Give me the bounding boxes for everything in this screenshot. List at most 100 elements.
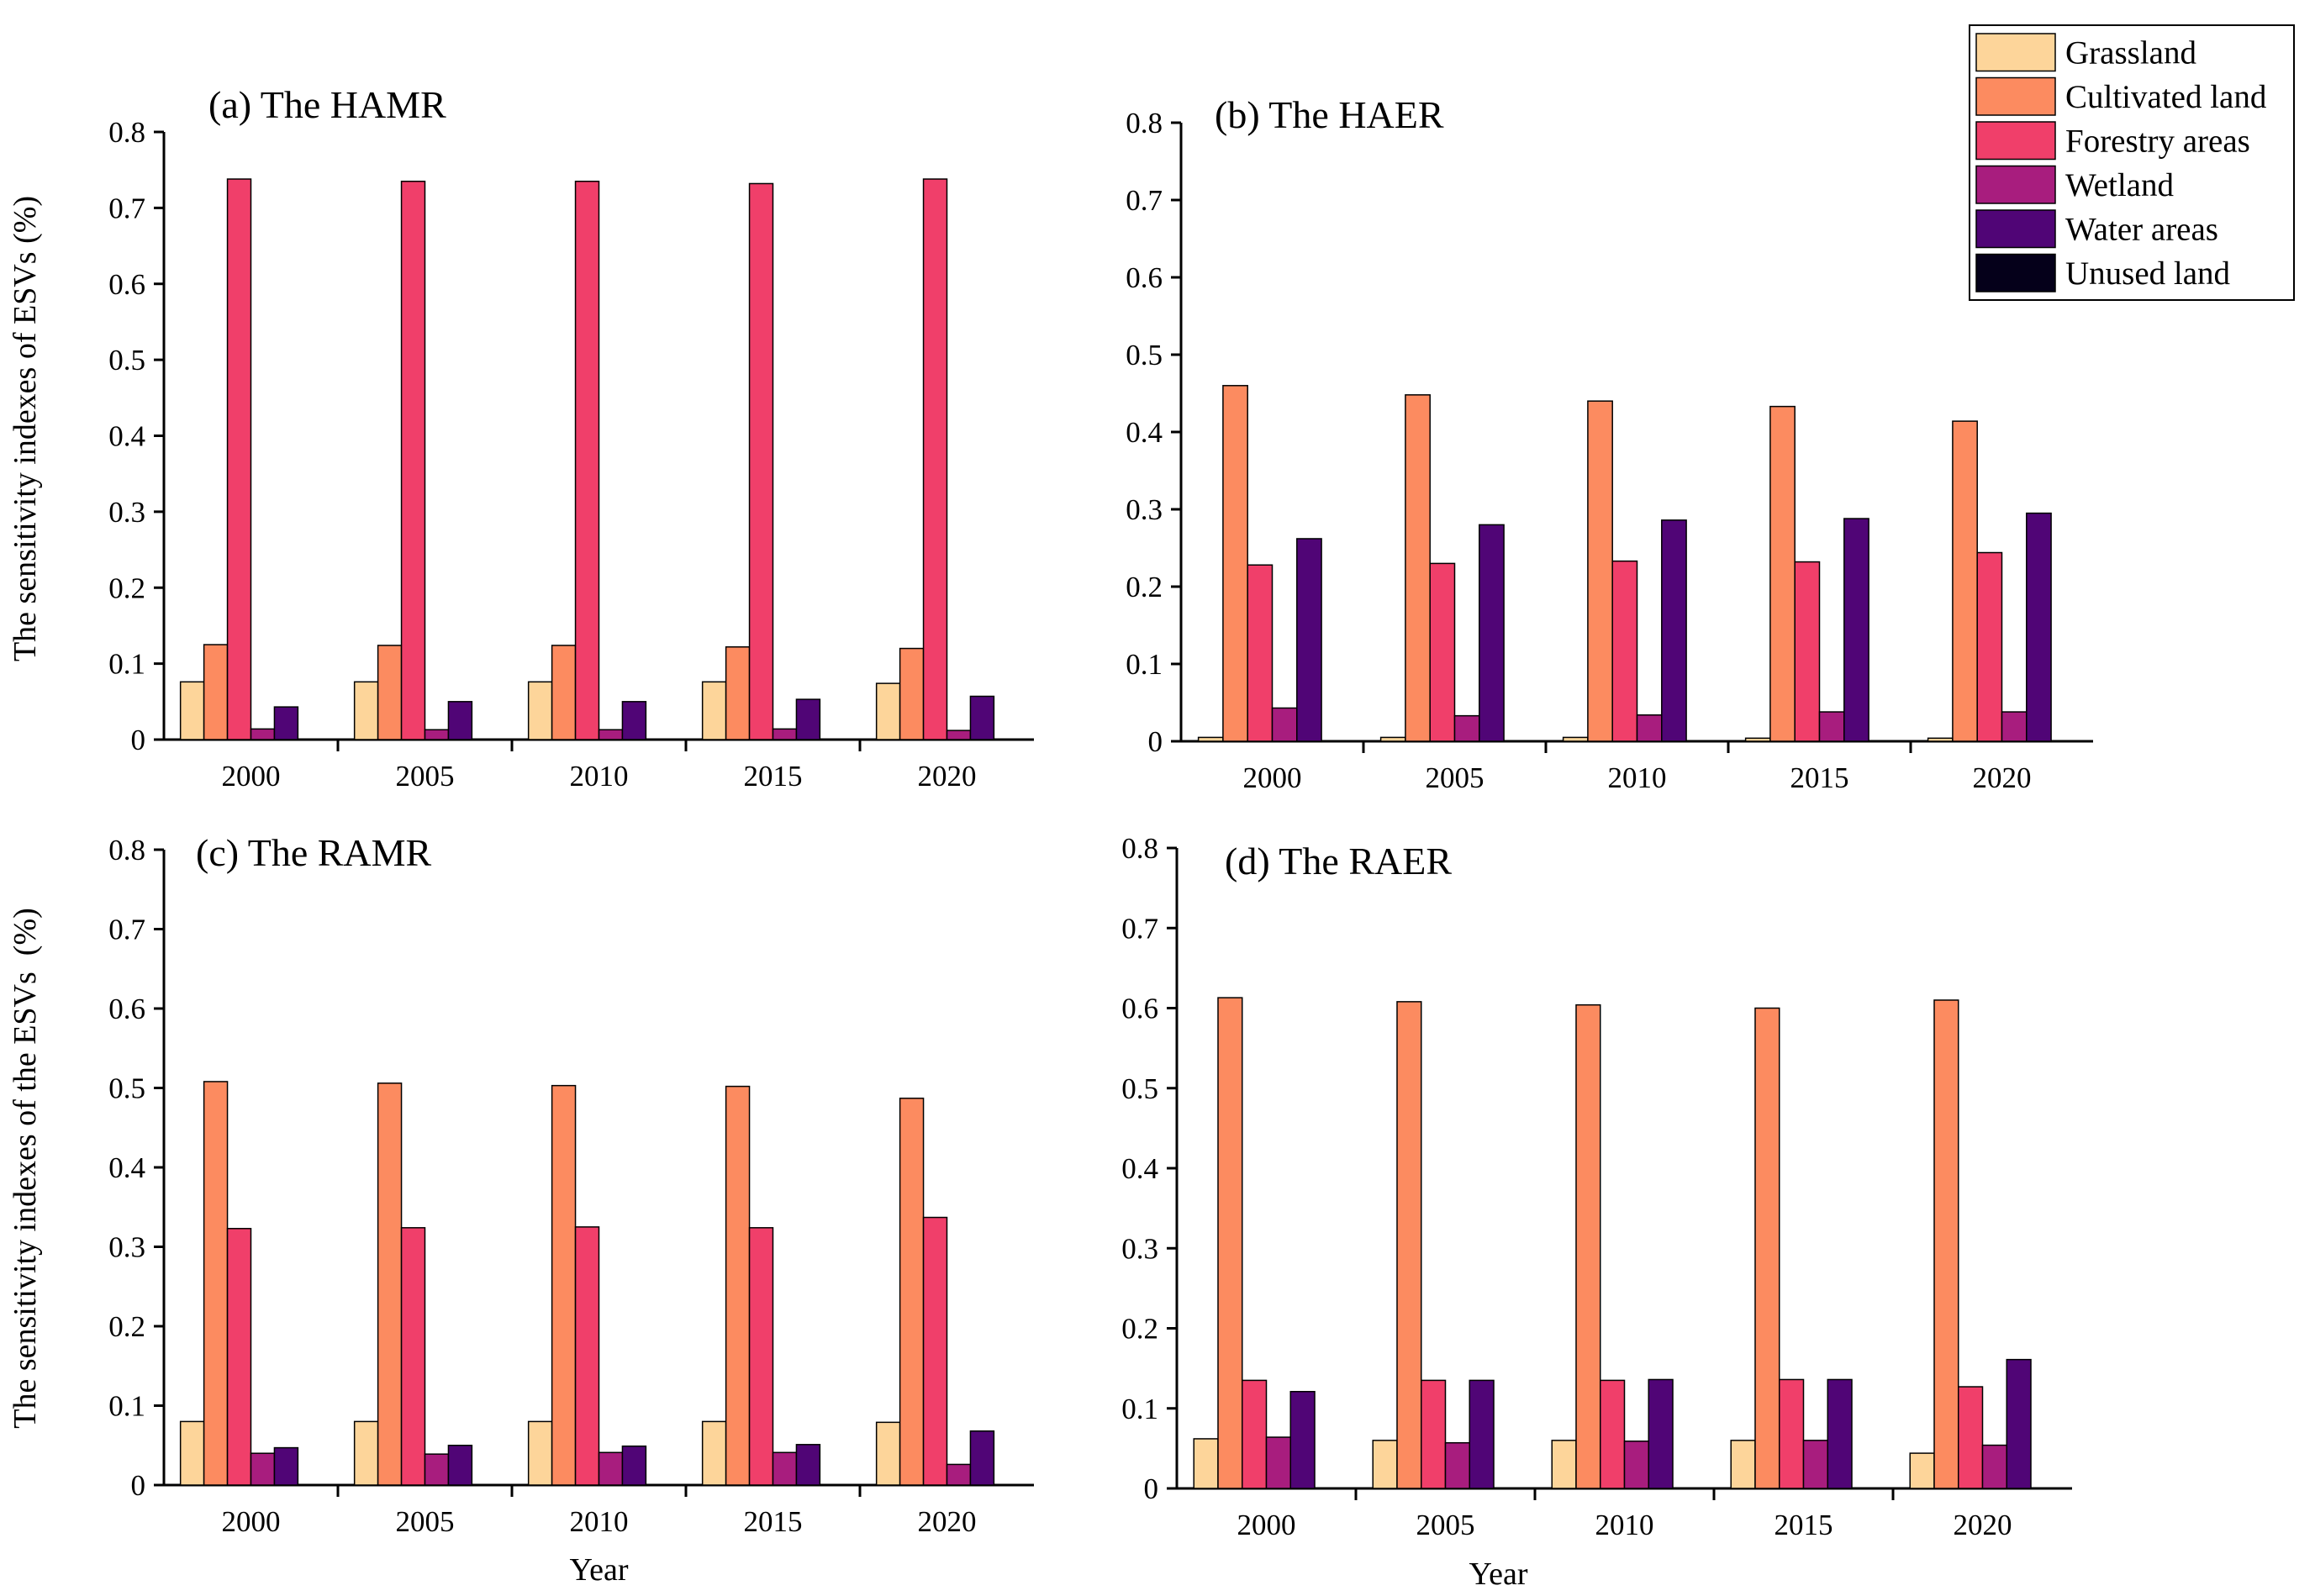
bar-water-areas-2010 [621, 1445, 647, 1486]
bar-forestry-areas-2010 [1599, 1379, 1626, 1489]
legend-swatch [1975, 209, 2056, 249]
bar-water-areas-2015 [1827, 1378, 1853, 1489]
legend-item-cultivated-land: Cultivated land [1975, 76, 2267, 116]
bar-wetland-2000 [250, 1452, 276, 1486]
bar-wetland-2020 [946, 1463, 972, 1486]
bar-water-areas-2005 [1479, 524, 1505, 742]
y-tick-label: 0.2 [1126, 571, 1163, 603]
bar-grassland-2000 [1197, 736, 1224, 742]
x-tick-label: 2010 [570, 760, 629, 793]
bar-water-areas-2005 [447, 1445, 473, 1486]
bar-forestry-areas-2010 [1611, 560, 1638, 742]
bar-forestry-areas-2005 [1420, 1379, 1447, 1489]
x-tick-label: 2005 [1426, 761, 1484, 794]
bar-cultivated-land-2020 [1952, 420, 1978, 742]
bar-wetland-2020 [2001, 711, 2028, 742]
bar-forestry-areas-2015 [748, 1227, 774, 1486]
bar-forestry-areas-2000 [1241, 1379, 1268, 1489]
legend-label: Unused land [2065, 255, 2231, 292]
x-tick-label: 2005 [1416, 1509, 1475, 1541]
legend-swatch [1975, 76, 2056, 116]
y-tick-label: 0.8 [108, 116, 145, 149]
bar-forestry-areas-2005 [400, 180, 426, 740]
bar-grassland-2015 [701, 681, 727, 740]
bar-wetland-2015 [1818, 711, 1845, 742]
panel-a: 0 0.1 0.2 0.3 0.4 0.5 0.6 0.7 0.8 2000 2005 2010 201… [8, 83, 1034, 793]
x-tick-label: 2020 [1954, 1509, 2012, 1541]
bar-forestry-areas-2015 [1778, 1378, 1805, 1489]
legend-label: Wetland [2065, 167, 2174, 203]
bar-cultivated-land-2020 [899, 1098, 925, 1486]
bar-grassland-2000 [179, 1420, 205, 1486]
bar-wetland-2000 [1271, 707, 1298, 742]
y-tick-label: 0.1 [108, 1390, 145, 1423]
bar-grassland-2015 [1730, 1440, 1756, 1489]
bar-grassland-2020 [1927, 737, 1954, 742]
x-tick-label: 2015 [744, 1505, 803, 1538]
bar-forestry-areas-2010 [574, 1226, 600, 1486]
y-tick-label: 0.4 [1121, 1152, 1158, 1185]
panel-d: 0 0.1 0.2 0.3 0.4 0.5 0.6 0.7 0.8 2000 2005 2010 201… [1121, 832, 2072, 1592]
bar-grassland-2000 [179, 681, 205, 740]
panel-title: (d) The RAER [1225, 840, 1452, 882]
x-axis-title: Year [1469, 1556, 1527, 1592]
bar-water-areas-2005 [1469, 1379, 1495, 1489]
bar-wetland-2010 [1623, 1441, 1650, 1489]
chart-panels: 0 0.1 0.2 0.3 0.4 0.5 0.6 0.7 0.8 2000 2005 2010 201… [8, 83, 2093, 1592]
legend-label: Cultivated land [2065, 79, 2267, 115]
bar-forestry-areas-2020 [922, 1216, 948, 1486]
y-tick-label: 0.6 [1121, 993, 1158, 1025]
bar-wetland-2015 [772, 1451, 798, 1486]
bar-wetland-2020 [1981, 1444, 2008, 1489]
bar-water-areas-2000 [273, 706, 299, 740]
y-tick-label: 0.5 [1126, 339, 1163, 371]
y-tick-label: 0.7 [1121, 912, 1158, 945]
legend-item-grassland: Grassland [1975, 33, 2196, 72]
legend-item-unused-land: Unused land [1975, 253, 2231, 292]
bar-cultivated-land-2000 [203, 644, 229, 740]
bar-cultivated-land-2000 [1222, 385, 1248, 742]
panel-c: 0 0.1 0.2 0.3 0.4 0.5 0.6 0.7 0.8 2000 2005 2010 201… [8, 831, 1034, 1588]
x-tick-label: 2000 [222, 760, 281, 793]
panel-title: (c) The RAMR [196, 831, 432, 874]
legend-label: Forestry areas [2065, 124, 2250, 160]
y-tick-label: 0.4 [108, 1151, 145, 1184]
y-tick-label: 0.1 [1121, 1393, 1158, 1425]
legend-swatch [1975, 165, 2056, 204]
y-tick-label: 0 [131, 1469, 146, 1502]
bar-water-areas-2015 [795, 1444, 821, 1486]
bar-wetland-2015 [772, 728, 798, 740]
y-tick-label: 0.6 [108, 268, 145, 301]
bar-cultivated-land-2015 [1754, 1007, 1780, 1489]
bar-forestry-areas-2005 [400, 1227, 426, 1486]
bar-forestry-areas-2020 [922, 178, 948, 740]
x-tick-label: 2020 [1973, 761, 2032, 794]
bar-forestry-areas-2020 [1976, 551, 2003, 742]
y-tick-label: 0.1 [1126, 648, 1163, 681]
bar-cultivated-land-2000 [203, 1081, 229, 1486]
bar-water-areas-2020 [969, 1430, 995, 1486]
y-tick-label: 0.2 [108, 572, 145, 604]
bar-wetland-2020 [946, 730, 972, 740]
legend-item-forestry-areas: Forestry areas [1975, 121, 2250, 161]
bar-forestry-areas-2000 [1247, 564, 1274, 742]
y-tick-label: 0.4 [1126, 416, 1163, 449]
bar-forestry-areas-2010 [574, 180, 600, 740]
bar-water-areas-2000 [273, 1446, 299, 1486]
y-tick-label: 0.7 [1126, 184, 1163, 217]
bar-grassland-2000 [1193, 1438, 1219, 1489]
bar-grassland-2005 [1372, 1440, 1398, 1489]
x-tick-label: 2015 [1790, 761, 1849, 794]
bar-wetland-2005 [1444, 1441, 1471, 1489]
bar-water-areas-2010 [1648, 1378, 1674, 1489]
bar-water-areas-2010 [621, 701, 647, 740]
x-tick-label: 2005 [396, 1505, 455, 1538]
bar-grassland-2010 [527, 681, 553, 740]
legend-label: Water areas [2065, 212, 2218, 248]
x-tick-label: 2000 [222, 1505, 281, 1538]
bar-cultivated-land-2010 [551, 645, 577, 740]
y-tick-label: 0.3 [1126, 493, 1163, 526]
bar-cultivated-land-2015 [725, 1085, 751, 1486]
y-tick-label: 0.5 [1121, 1072, 1158, 1105]
